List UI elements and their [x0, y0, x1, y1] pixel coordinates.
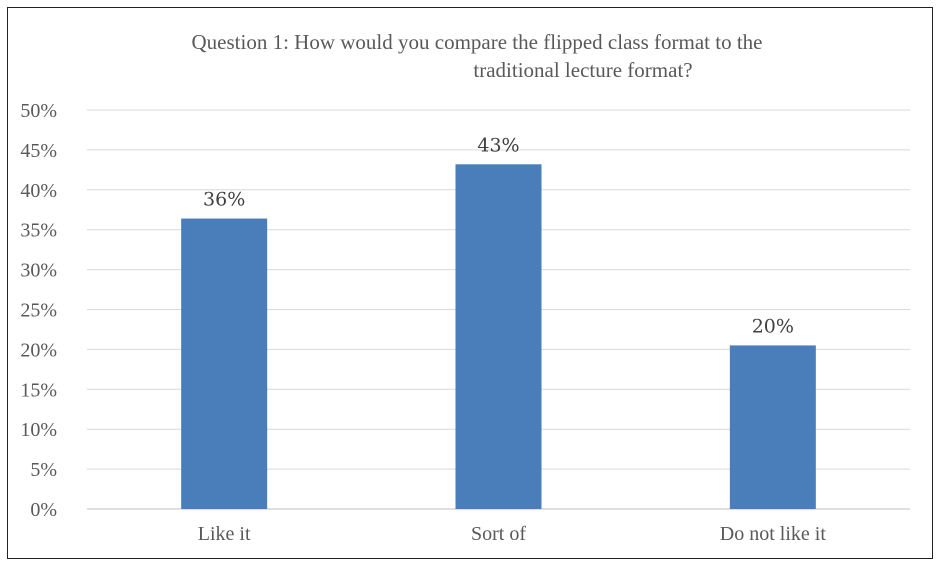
y-tick-label: 10% [20, 419, 57, 441]
bar [181, 218, 268, 509]
y-tick-label: 5% [30, 459, 57, 481]
chart-title-line-1: Question 1: How would you compare the fl… [192, 30, 763, 54]
y-tick-label: 15% [20, 379, 57, 401]
x-axis-labels: Like it Sort of Do not like it [198, 523, 827, 545]
bars [181, 164, 816, 510]
x-tick-label: Sort of [471, 523, 526, 545]
y-tick-label: 40% [20, 180, 57, 202]
y-tick-label: 50% [20, 100, 57, 122]
bar [455, 164, 542, 510]
x-tick-label: Do not like it [720, 523, 827, 545]
y-tick-label: 45% [20, 140, 57, 162]
data-labels: 36% 43% 20% [203, 134, 794, 337]
y-tick-label: 35% [20, 220, 57, 242]
chart-title-line-2: traditional lecture format? [473, 58, 692, 82]
data-label: 20% [752, 315, 794, 337]
y-tick-label: 30% [20, 260, 57, 282]
data-label: 36% [203, 189, 245, 211]
bar [729, 345, 816, 509]
x-tick-label: Like it [198, 523, 251, 545]
y-tick-label: 20% [20, 339, 57, 361]
y-tick-label: 0% [30, 499, 57, 521]
y-axis-labels: 0% 5% 10% 15% 20% 25% 30% 35% 40% 45% 50% [20, 100, 57, 521]
y-tick-label: 25% [20, 300, 57, 322]
data-label: 43% [477, 134, 519, 156]
